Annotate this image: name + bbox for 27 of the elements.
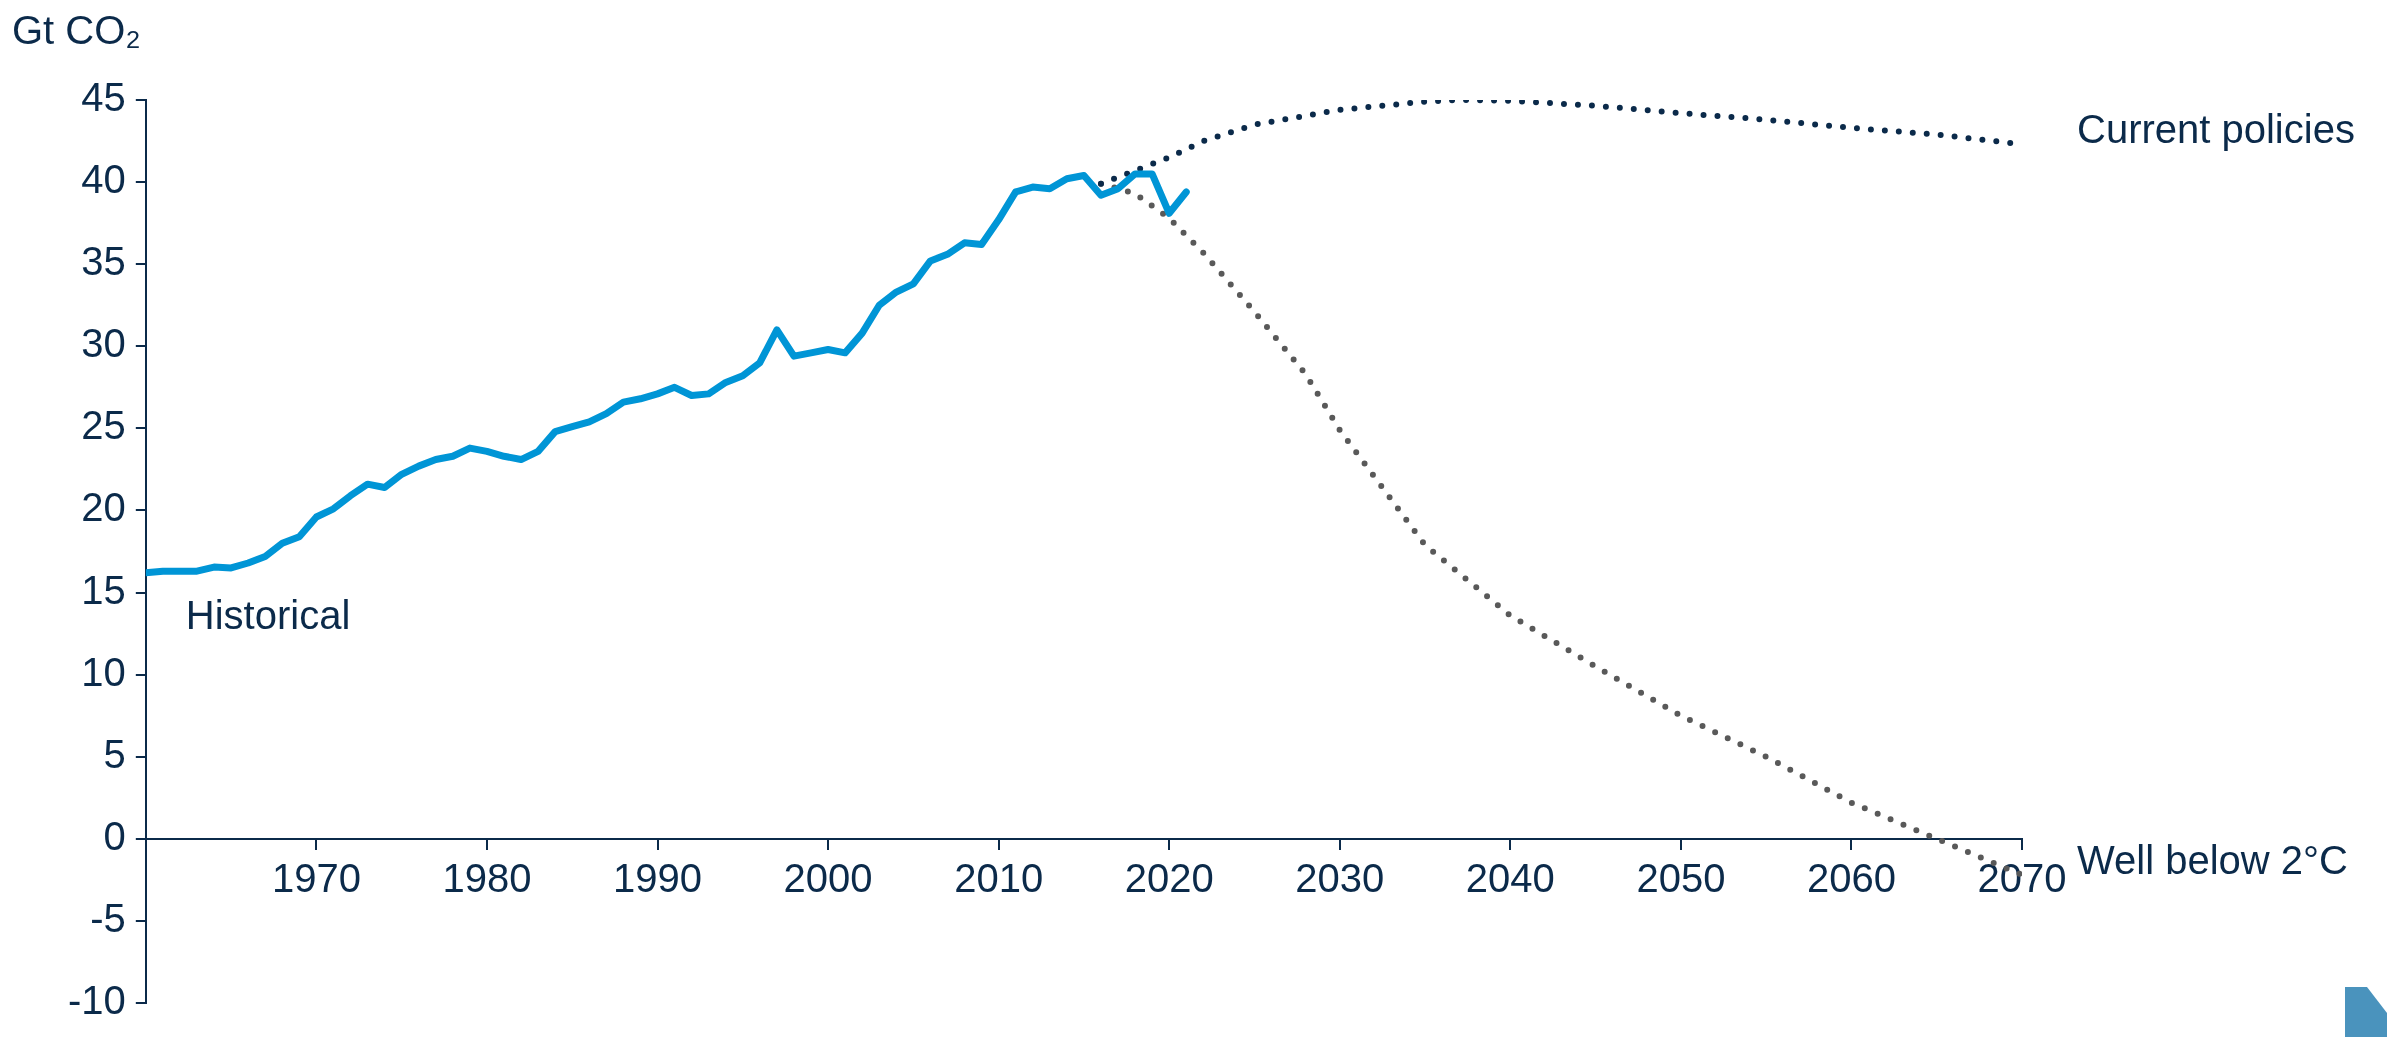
series-label: Well below 2°C <box>2077 837 2348 882</box>
y-tick-label: 40 <box>81 157 126 202</box>
y-tick-label: 5 <box>103 731 126 776</box>
y-tick-label: 35 <box>81 239 126 284</box>
series-label: Current policies <box>2077 107 2355 152</box>
y-tick-label: 10 <box>81 649 126 694</box>
y-tick-label: 20 <box>81 485 126 530</box>
x-tick-label: 1990 <box>613 855 702 900</box>
x-tick-label: 2060 <box>1806 855 1896 900</box>
x-tick-label: 2050 <box>1636 855 1726 900</box>
y-tick-label: -10 <box>68 978 126 1023</box>
y-tick-label: 15 <box>81 567 126 612</box>
x-tick-label: 1980 <box>442 855 532 900</box>
x-tick-label: 2070 <box>1977 855 2067 900</box>
y-axis-title: Gt CO₂ <box>12 8 141 53</box>
y-tick-label: 45 <box>81 75 126 120</box>
x-tick-label: 2040 <box>1465 855 1555 900</box>
y-tick-label: 25 <box>81 403 126 448</box>
y-tick-label: -5 <box>90 895 126 940</box>
y-tick-label: 30 <box>81 321 126 366</box>
x-tick-label: 2020 <box>1124 855 1214 900</box>
x-tick-label: 1970 <box>271 855 361 900</box>
x-tick-label: 2000 <box>783 855 873 900</box>
series-label: Historical <box>185 592 351 637</box>
y-tick-label: 0 <box>103 813 126 858</box>
x-tick-label: 2030 <box>1295 855 1385 900</box>
x-tick-label: 2010 <box>954 855 1044 900</box>
